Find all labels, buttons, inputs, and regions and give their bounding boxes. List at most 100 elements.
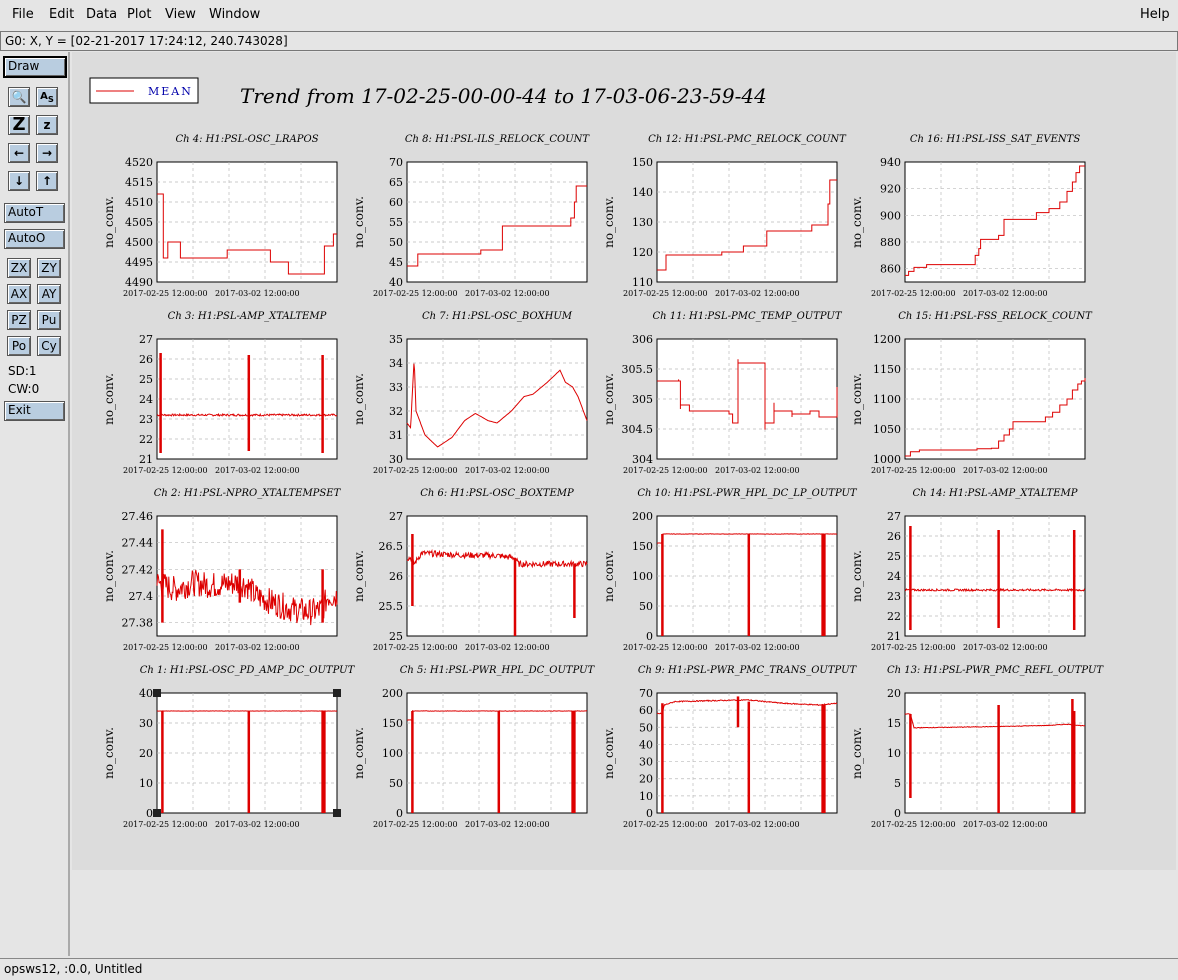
y-tick-label: 4520 [125, 156, 153, 169]
y-axis-label: no_conv. [602, 196, 616, 248]
y-tick-label: 150 [632, 540, 653, 553]
y-tick-label: 50 [639, 600, 653, 613]
y-tick-label: 15 [887, 717, 901, 730]
y-axis-label: no_conv. [102, 550, 116, 602]
y-tick-label: 45 [389, 256, 403, 269]
y-tick-label: 26.5 [379, 540, 404, 553]
y-tick-label: 21 [139, 453, 153, 466]
y-tick-label: 1000 [873, 453, 901, 466]
y-tick-label: 100 [382, 747, 403, 760]
chart-title: Ch 15: H1:PSL-FSS_RELOCK_COUNT [898, 311, 1093, 322]
y-tick-label: 23 [887, 590, 901, 603]
x-tick-label: 2017-03-02 12:00:00 [715, 289, 800, 298]
y-tick-label: 1050 [873, 423, 901, 436]
y-axis-label: no_conv. [602, 550, 616, 602]
x-tick-label: 2017-03-02 12:00:00 [963, 466, 1048, 475]
y-tick-label: 70 [389, 156, 403, 169]
plot-area [157, 516, 337, 636]
chart-title: Ch 5: H1:PSL-PWR_HPL_DC_OUTPUT [400, 665, 596, 676]
y-tick-label: 27.38 [122, 617, 154, 630]
x-tick-label: 2017-02-25 12:00:00 [871, 820, 956, 829]
y-tick-label: 50 [389, 777, 403, 790]
x-tick-label: 2017-02-25 12:00:00 [871, 643, 956, 652]
x-tick-label: 2017-02-25 12:00:00 [373, 820, 458, 829]
selection-handle[interactable] [153, 689, 161, 697]
chart-title: Ch 13: H1:PSL-PWR_PMC_REFL_OUTPUT [887, 665, 1104, 676]
y-tick-label: 30 [139, 717, 153, 730]
chart-title: Ch 16: H1:PSL-ISS_SAT_EVENTS [910, 134, 1081, 145]
y-tick-label: 33 [389, 381, 403, 394]
y-tick-label: 0 [646, 630, 653, 643]
y-tick-label: 10 [639, 790, 653, 803]
y-tick-label: 27.46 [122, 510, 154, 523]
y-tick-label: 21 [887, 630, 901, 643]
y-tick-label: 1100 [873, 393, 901, 406]
y-tick-label: 150 [632, 156, 653, 169]
y-axis-label: no_conv. [352, 373, 366, 425]
y-tick-label: 70 [639, 687, 653, 700]
y-tick-label: 100 [632, 570, 653, 583]
x-tick-label: 2017-02-25 12:00:00 [871, 289, 956, 298]
y-tick-label: 880 [880, 236, 901, 249]
y-axis-label: no_conv. [602, 373, 616, 425]
chart-title: Ch 4: H1:PSL-OSC_LRAPOS [175, 134, 318, 145]
y-tick-label: 20 [139, 747, 153, 760]
y-tick-label: 25 [389, 630, 403, 643]
y-tick-label: 55 [389, 216, 403, 229]
y-tick-label: 31 [389, 429, 403, 442]
x-tick-label: 2017-03-02 12:00:00 [465, 289, 550, 298]
y-tick-label: 200 [632, 510, 653, 523]
x-tick-label: 2017-02-25 12:00:00 [123, 820, 208, 829]
trend-title: Trend from 17-02-25-00-00-44 to 17-03-06… [240, 84, 767, 108]
y-tick-label: 305 [632, 393, 653, 406]
x-tick-label: 2017-02-25 12:00:00 [373, 289, 458, 298]
x-tick-label: 2017-02-25 12:00:00 [871, 466, 956, 475]
y-tick-label: 1200 [873, 333, 901, 346]
footer-text: opsws12, :0.0, Untitled [0, 962, 142, 976]
x-tick-label: 2017-03-02 12:00:00 [465, 820, 550, 829]
y-tick-label: 27.44 [122, 537, 154, 550]
x-tick-label: 2017-03-02 12:00:00 [963, 820, 1048, 829]
y-axis-label: no_conv. [352, 727, 366, 779]
chart-title: Ch 11: H1:PSL-PMC_TEMP_OUTPUT [652, 311, 842, 322]
y-tick-label: 1150 [873, 363, 901, 376]
x-tick-label: 2017-02-25 12:00:00 [623, 466, 708, 475]
y-axis-label: no_conv. [352, 196, 366, 248]
y-axis-label: no_conv. [850, 727, 864, 779]
y-axis-label: no_conv. [102, 727, 116, 779]
legend-label: MEAN [148, 85, 193, 98]
y-tick-label: 920 [880, 183, 901, 196]
y-tick-label: 27 [139, 333, 153, 346]
y-tick-label: 120 [632, 246, 653, 259]
y-tick-label: 40 [139, 687, 153, 700]
x-tick-label: 2017-02-25 12:00:00 [623, 289, 708, 298]
x-tick-label: 2017-02-25 12:00:00 [123, 289, 208, 298]
y-tick-label: 27.4 [129, 590, 154, 603]
y-tick-label: 26 [887, 530, 901, 543]
selection-handle[interactable] [153, 809, 161, 817]
y-tick-label: 110 [632, 276, 653, 289]
chart-title: Ch 8: H1:PSL-ILS_RELOCK_COUNT [405, 134, 590, 145]
chart-title: Ch 2: H1:PSL-NPRO_XTALTEMPSET [154, 488, 342, 499]
selection-handle[interactable] [333, 809, 341, 817]
y-tick-label: 25 [887, 550, 901, 563]
y-tick-label: 24 [887, 570, 901, 583]
y-tick-label: 0 [894, 807, 901, 820]
selection-handle[interactable] [333, 689, 341, 697]
y-axis-label: no_conv. [850, 550, 864, 602]
y-tick-label: 40 [389, 276, 403, 289]
y-tick-label: 0 [146, 807, 153, 820]
y-tick-label: 4500 [125, 236, 153, 249]
x-tick-label: 2017-02-25 12:00:00 [373, 643, 458, 652]
x-tick-label: 2017-02-25 12:00:00 [623, 820, 708, 829]
x-tick-label: 2017-03-02 12:00:00 [715, 820, 800, 829]
y-tick-label: 140 [632, 186, 653, 199]
x-tick-label: 2017-03-02 12:00:00 [215, 289, 300, 298]
x-tick-label: 2017-02-25 12:00:00 [123, 466, 208, 475]
x-tick-label: 2017-02-25 12:00:00 [623, 643, 708, 652]
x-tick-label: 2017-03-02 12:00:00 [963, 643, 1048, 652]
chart-title: Ch 7: H1:PSL-OSC_BOXHUM [422, 311, 573, 322]
y-tick-label: 25 [139, 373, 153, 386]
y-tick-label: 26 [389, 570, 403, 583]
